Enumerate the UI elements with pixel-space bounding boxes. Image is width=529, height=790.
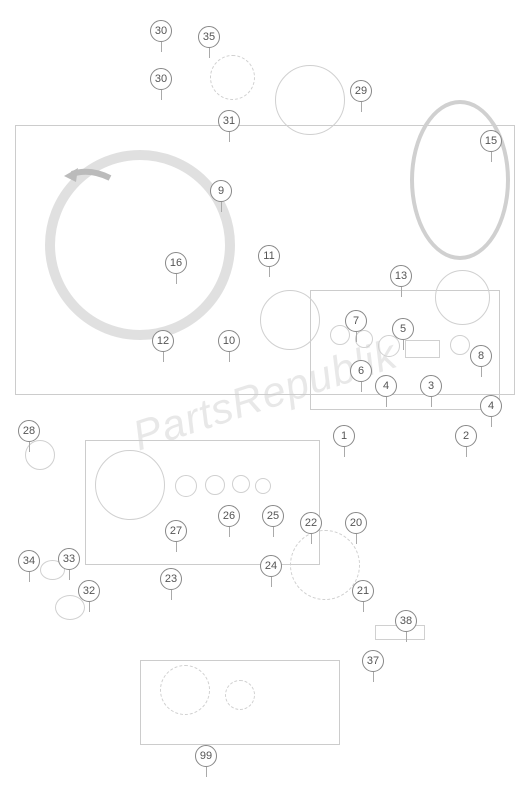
callout-33[interactable]: 33 — [58, 548, 80, 570]
callout-27[interactable]: 27 — [165, 520, 187, 542]
leader-line — [386, 397, 387, 407]
callout-9[interactable]: 9 — [210, 180, 232, 202]
leader-line — [491, 417, 492, 427]
leader-line — [431, 397, 432, 407]
callout-5[interactable]: 5 — [392, 318, 414, 340]
leader-line — [481, 367, 482, 377]
callout-35[interactable]: 35 — [198, 26, 220, 48]
callout-2[interactable]: 2 — [455, 425, 477, 447]
callout-13[interactable]: 13 — [390, 265, 412, 287]
leader-line — [229, 527, 230, 537]
part-hub — [95, 450, 165, 520]
callout-38[interactable]: 38 — [395, 610, 417, 632]
leader-line — [221, 202, 222, 212]
part-sprocket — [290, 530, 360, 600]
leader-line — [161, 90, 162, 100]
part-ring — [410, 100, 510, 260]
callout-25[interactable]: 25 — [262, 505, 284, 527]
callout-15[interactable]: 15 — [480, 130, 502, 152]
leader-line — [466, 447, 467, 457]
callout-16[interactable]: 16 — [165, 252, 187, 274]
callout-24[interactable]: 24 — [260, 555, 282, 577]
part-hub — [435, 270, 490, 325]
rotation-arrow-icon — [60, 160, 120, 195]
callout-23[interactable]: 23 — [160, 568, 182, 590]
leader-line — [269, 267, 270, 277]
callout-22[interactable]: 22 — [300, 512, 322, 534]
leader-line — [273, 527, 274, 537]
leader-line — [406, 632, 407, 642]
callout-7[interactable]: 7 — [345, 310, 367, 332]
leader-line — [206, 767, 207, 777]
leader-line — [161, 42, 162, 52]
callout-20[interactable]: 20 — [345, 512, 367, 534]
leader-line — [344, 447, 345, 457]
part-sprocket — [160, 665, 210, 715]
part-small-ring — [355, 330, 373, 348]
leader-line — [403, 340, 404, 350]
part-gear — [210, 55, 255, 100]
callout-99[interactable]: 99 — [195, 745, 217, 767]
leader-line — [209, 48, 210, 58]
callout-30[interactable]: 30 — [150, 20, 172, 42]
callout-1[interactable]: 1 — [333, 425, 355, 447]
leader-line — [229, 352, 230, 362]
leader-line — [491, 152, 492, 162]
callout-12[interactable]: 12 — [152, 330, 174, 352]
leader-line — [401, 287, 402, 297]
part-hub — [260, 290, 320, 350]
part-spacer — [405, 340, 440, 358]
leader-line — [311, 534, 312, 544]
leader-line — [361, 382, 362, 392]
part-small-ring — [232, 475, 250, 493]
part-small-ring — [450, 335, 470, 355]
leader-line — [356, 332, 357, 342]
callout-34[interactable]: 34 — [18, 550, 40, 572]
leader-line — [176, 542, 177, 552]
leader-line — [89, 602, 90, 612]
leader-line — [163, 352, 164, 362]
leader-line — [373, 672, 374, 682]
callout-28[interactable]: 28 — [18, 420, 40, 442]
callout-29[interactable]: 29 — [350, 80, 372, 102]
callout-8[interactable]: 8 — [470, 345, 492, 367]
leader-line — [69, 570, 70, 580]
callout-4[interactable]: 4 — [480, 395, 502, 417]
leader-line — [29, 572, 30, 582]
part-small-ring — [255, 478, 271, 494]
leader-line — [176, 274, 177, 284]
callout-10[interactable]: 10 — [218, 330, 240, 352]
callout-11[interactable]: 11 — [258, 245, 280, 267]
callout-30[interactable]: 30 — [150, 68, 172, 90]
callout-26[interactable]: 26 — [218, 505, 240, 527]
leader-line — [271, 577, 272, 587]
leader-line — [229, 132, 230, 142]
callout-21[interactable]: 21 — [352, 580, 374, 602]
part-small-sprocket — [225, 680, 255, 710]
leader-line — [363, 602, 364, 612]
part-small-ring — [175, 475, 197, 497]
callout-4[interactable]: 4 — [375, 375, 397, 397]
leader-line — [356, 534, 357, 544]
callout-3[interactable]: 3 — [420, 375, 442, 397]
part-small-ring — [205, 475, 225, 495]
callout-6[interactable]: 6 — [350, 360, 372, 382]
leader-line — [171, 590, 172, 600]
leader-line — [361, 102, 362, 112]
callout-31[interactable]: 31 — [218, 110, 240, 132]
parts-diagram: PartsRepublik 30353031291591611121013756… — [0, 0, 529, 790]
part-disc — [275, 65, 345, 135]
leader-line — [29, 442, 30, 452]
callout-32[interactable]: 32 — [78, 580, 100, 602]
callout-37[interactable]: 37 — [362, 650, 384, 672]
